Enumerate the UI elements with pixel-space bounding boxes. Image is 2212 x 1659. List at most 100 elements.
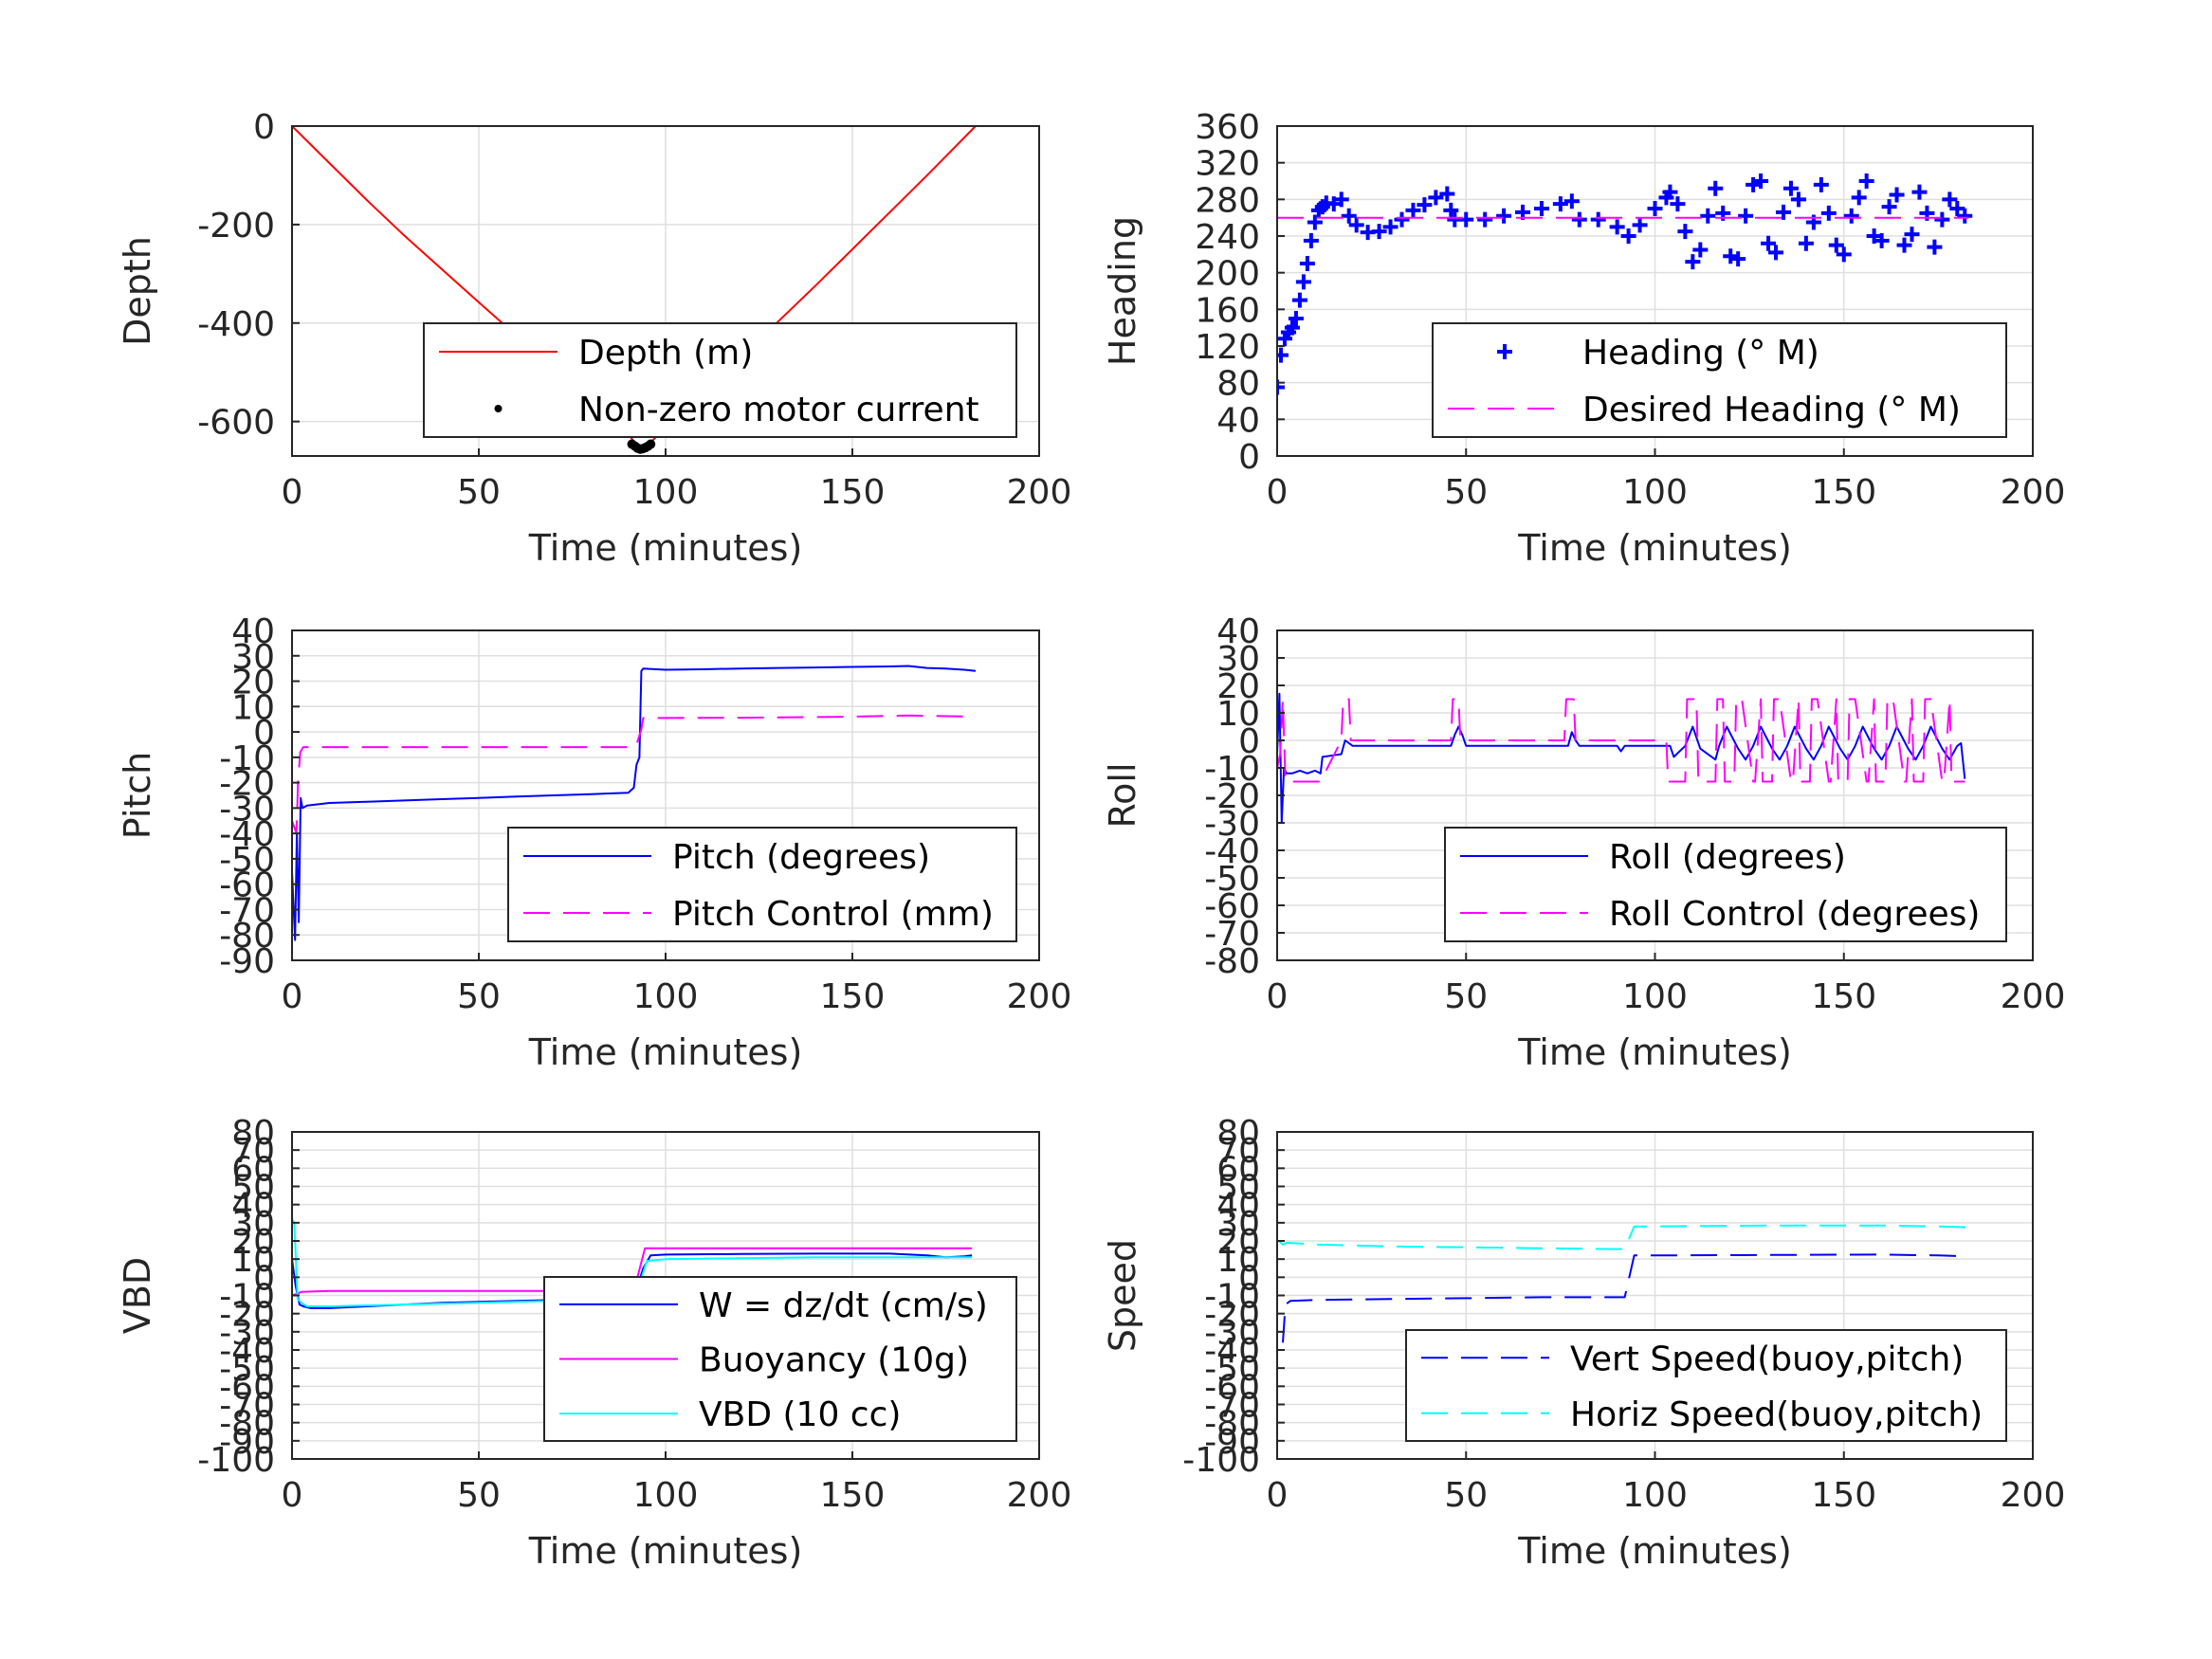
roll-series-line <box>1277 698 1965 783</box>
heading-point <box>1723 248 1739 264</box>
heading-point <box>1927 239 1943 255</box>
heading-point <box>1730 251 1746 267</box>
roll-legend-box <box>1444 827 2007 942</box>
speed-x-tick-label: 200 <box>2001 1476 2066 1515</box>
speed-legend-label: Vert Speed(buoy,pitch) <box>1570 1340 1964 1378</box>
heading-x-axis-label: Time (minutes) <box>1517 527 1792 569</box>
roll-x-axis-label: Time (minutes) <box>1517 1031 1792 1073</box>
heading-point <box>1307 214 1323 230</box>
roll-series-0 <box>1277 692 1966 824</box>
heading-point <box>1738 208 1754 224</box>
heading-point <box>1790 191 1806 208</box>
pitch-y-tick-label: -20 <box>219 765 275 804</box>
heading-y-tick-label: 0 <box>1238 438 1260 477</box>
heading-point <box>1303 232 1319 248</box>
heading-x-tick-label: 50 <box>1444 473 1488 512</box>
heading-point <box>1851 190 1867 206</box>
heading-point <box>1843 208 1859 224</box>
heading-point <box>1881 199 1897 215</box>
pitch-series-0 <box>292 665 977 941</box>
depth-x-tick-label: 200 <box>1007 473 1072 512</box>
pitch-x-tick-label: 150 <box>820 977 886 1016</box>
heading-point <box>1775 204 1791 220</box>
pitch-legend-label: Pitch (degrees) <box>672 838 930 877</box>
speed-y-tick-label: -90 <box>1204 1423 1260 1462</box>
roll-y-tick-label: -40 <box>1204 832 1260 871</box>
roll-series-1 <box>1277 698 1965 783</box>
vbd-y-tick-label: 40 <box>231 1187 275 1226</box>
vbd-y-tick-label: -30 <box>219 1314 275 1353</box>
heading-legend-label: Heading (° M) <box>1582 334 1819 373</box>
roll-y-tick-label: -80 <box>1204 942 1260 981</box>
heading-point <box>1632 217 1648 233</box>
speed-series-line <box>1282 1253 1969 1343</box>
depth-legend: Depth (m) Non-zero motor current <box>423 322 1017 438</box>
roll-y-tick-label: -20 <box>1204 777 1260 816</box>
heading-legend-box <box>1432 322 2007 438</box>
speed-y-tick-label: -60 <box>1204 1368 1260 1407</box>
depth-legend-marker <box>494 405 503 412</box>
vbd-y-tick-label: 0 <box>253 1259 275 1298</box>
heading-point <box>1571 211 1587 228</box>
heading-point <box>1277 347 1289 363</box>
heading-point <box>1405 202 1421 218</box>
depth-y-tick-label: -200 <box>197 207 275 246</box>
roll-y-axis-label: Roll <box>1102 762 1143 828</box>
roll-y-tick-label: -60 <box>1204 887 1260 926</box>
pitch-y-tick-label: 20 <box>231 664 275 702</box>
heading-point <box>1458 211 1474 228</box>
speed-legend: Vert Speed(buoy,pitch) Horiz Speed(buoy,p… <box>1405 1329 2007 1442</box>
heading-point <box>1295 274 1311 290</box>
heading-y-tick-label: 360 <box>1195 108 1260 147</box>
heading-point <box>1911 184 1928 200</box>
speed-y-tick-label: -40 <box>1204 1332 1260 1371</box>
heading-point <box>1341 208 1357 224</box>
vbd-y-tick-label: -100 <box>197 1441 275 1480</box>
heading-y-tick-label: 80 <box>1216 365 1260 404</box>
vbd-y-tick-label: 60 <box>231 1150 275 1189</box>
heading-x-tick-label: 100 <box>1622 473 1688 512</box>
depth-legend-box <box>423 322 1017 438</box>
heading-y-tick-label: 40 <box>1216 401 1260 440</box>
pitch-y-tick-label: 0 <box>253 714 275 753</box>
heading-point <box>1371 224 1387 240</box>
roll-y-tick-label: 20 <box>1216 667 1260 706</box>
speed-y-tick-label: 50 <box>1216 1169 1260 1208</box>
roll-x-tick-label: 0 <box>1267 977 1289 1016</box>
roll-legend-label: Roll (degrees) <box>1609 838 1846 877</box>
heading-point <box>1563 193 1580 210</box>
depth-legend-label: Depth (m) <box>578 334 753 373</box>
roll-x-tick-label: 200 <box>2001 977 2066 1016</box>
pitch-y-tick-label: 30 <box>231 638 275 677</box>
vbd-y-tick-label: -60 <box>219 1368 275 1407</box>
speed-y-tick-label: 0 <box>1238 1259 1260 1298</box>
vbd-y-tick-label: 10 <box>231 1241 275 1280</box>
heading-point <box>1768 245 1784 261</box>
heading-point <box>1590 211 1606 228</box>
heading-point <box>1700 208 1716 224</box>
depth-y-tick-label: -400 <box>197 305 275 344</box>
heading-point <box>1836 246 1852 263</box>
heading-y-tick-label: 120 <box>1195 328 1260 367</box>
vbd-y-tick-label: -70 <box>219 1387 275 1426</box>
heading-y-tick-label: 280 <box>1195 181 1260 220</box>
vbd-y-tick-label: 20 <box>231 1223 275 1262</box>
heading-point <box>1647 201 1663 216</box>
heading-point <box>1904 227 1920 243</box>
speed-y-tick-label: -50 <box>1204 1350 1260 1389</box>
heading-point <box>1677 224 1693 240</box>
vbd-y-tick-label: -50 <box>219 1350 275 1389</box>
depth-series-1 <box>627 439 656 454</box>
vbd-y-axis-label: VBD <box>117 1257 158 1334</box>
vbd-x-tick-label: 150 <box>820 1476 886 1515</box>
vbd-x-tick-label: 50 <box>457 1476 501 1515</box>
heading-point <box>1957 208 1973 224</box>
pitch-x-tick-label: 0 <box>282 977 303 1016</box>
heading-point <box>1782 180 1799 196</box>
heading-point <box>1428 190 1444 206</box>
heading-point <box>1333 191 1349 208</box>
chart-panel-roll: 0 50 100 150 200403020100-10-20-30-40-50-60-… <box>1102 612 2065 1073</box>
depth-point <box>646 439 656 449</box>
pitch-y-tick-label: -90 <box>219 942 275 981</box>
vbd-x-tick-label: 0 <box>282 1476 303 1515</box>
